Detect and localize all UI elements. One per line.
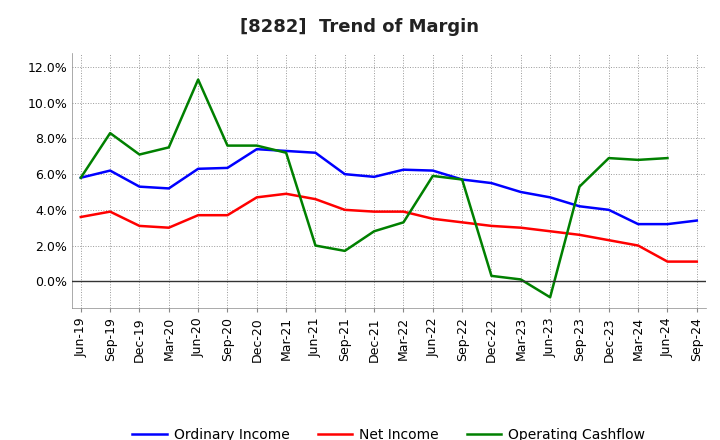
Net Income bbox=[516, 225, 525, 230]
Net Income bbox=[575, 232, 584, 238]
Ordinary Income bbox=[428, 168, 437, 173]
Ordinary Income bbox=[605, 207, 613, 213]
Net Income bbox=[282, 191, 290, 196]
Operating Cashflow bbox=[458, 177, 467, 182]
Net Income bbox=[223, 213, 232, 218]
Ordinary Income bbox=[693, 218, 701, 223]
Operating Cashflow bbox=[76, 175, 85, 180]
Net Income bbox=[634, 243, 642, 248]
Ordinary Income bbox=[194, 166, 202, 172]
Net Income bbox=[194, 213, 202, 218]
Operating Cashflow bbox=[399, 220, 408, 225]
Ordinary Income bbox=[76, 175, 85, 180]
Ordinary Income bbox=[634, 221, 642, 227]
Ordinary Income bbox=[458, 177, 467, 182]
Text: [8282]  Trend of Margin: [8282] Trend of Margin bbox=[240, 18, 480, 36]
Net Income bbox=[106, 209, 114, 214]
Ordinary Income bbox=[223, 165, 232, 171]
Net Income bbox=[458, 220, 467, 225]
Net Income bbox=[605, 238, 613, 243]
Net Income bbox=[253, 195, 261, 200]
Ordinary Income bbox=[282, 148, 290, 154]
Ordinary Income bbox=[253, 147, 261, 152]
Operating Cashflow bbox=[282, 150, 290, 155]
Operating Cashflow bbox=[164, 145, 173, 150]
Ordinary Income bbox=[106, 168, 114, 173]
Ordinary Income bbox=[487, 180, 496, 186]
Operating Cashflow bbox=[605, 155, 613, 161]
Operating Cashflow bbox=[106, 131, 114, 136]
Operating Cashflow bbox=[663, 155, 672, 161]
Operating Cashflow bbox=[487, 273, 496, 279]
Ordinary Income bbox=[135, 184, 144, 189]
Ordinary Income bbox=[341, 172, 349, 177]
Net Income bbox=[663, 259, 672, 264]
Operating Cashflow bbox=[516, 277, 525, 282]
Net Income bbox=[399, 209, 408, 214]
Net Income bbox=[693, 259, 701, 264]
Operating Cashflow bbox=[311, 243, 320, 248]
Line: Operating Cashflow: Operating Cashflow bbox=[81, 80, 667, 297]
Ordinary Income bbox=[399, 167, 408, 172]
Ordinary Income bbox=[546, 195, 554, 200]
Ordinary Income bbox=[311, 150, 320, 155]
Ordinary Income bbox=[575, 204, 584, 209]
Ordinary Income bbox=[516, 189, 525, 194]
Operating Cashflow bbox=[634, 157, 642, 162]
Net Income bbox=[546, 229, 554, 234]
Net Income bbox=[164, 225, 173, 230]
Net Income bbox=[311, 197, 320, 202]
Legend: Ordinary Income, Net Income, Operating Cashflow: Ordinary Income, Net Income, Operating C… bbox=[127, 422, 651, 440]
Operating Cashflow bbox=[428, 173, 437, 179]
Operating Cashflow bbox=[370, 229, 379, 234]
Line: Ordinary Income: Ordinary Income bbox=[81, 149, 697, 224]
Net Income bbox=[135, 223, 144, 228]
Net Income bbox=[370, 209, 379, 214]
Line: Net Income: Net Income bbox=[81, 194, 697, 262]
Operating Cashflow bbox=[135, 152, 144, 157]
Ordinary Income bbox=[370, 174, 379, 180]
Operating Cashflow bbox=[546, 295, 554, 300]
Operating Cashflow bbox=[253, 143, 261, 148]
Ordinary Income bbox=[164, 186, 173, 191]
Operating Cashflow bbox=[341, 248, 349, 253]
Operating Cashflow bbox=[575, 184, 584, 189]
Net Income bbox=[428, 216, 437, 221]
Operating Cashflow bbox=[194, 77, 202, 82]
Ordinary Income bbox=[663, 221, 672, 227]
Net Income bbox=[341, 207, 349, 213]
Net Income bbox=[76, 214, 85, 220]
Operating Cashflow bbox=[223, 143, 232, 148]
Net Income bbox=[487, 223, 496, 228]
